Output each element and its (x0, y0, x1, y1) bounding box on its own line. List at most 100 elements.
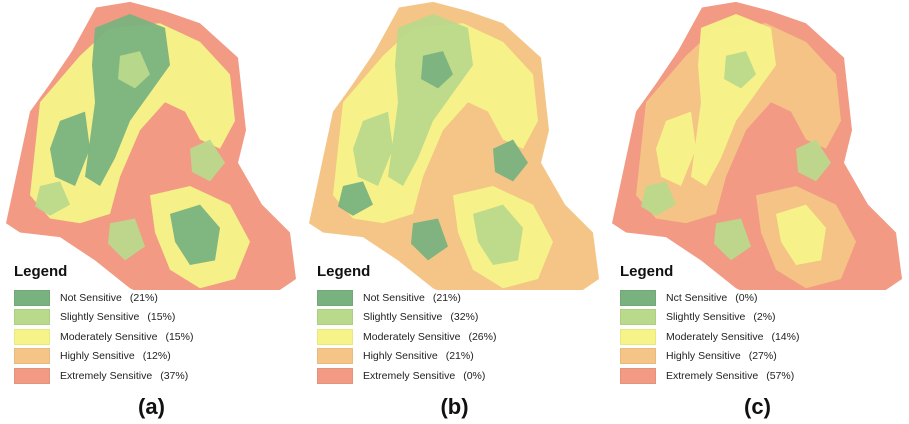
legend-label-name: Moderately Sensitive (666, 330, 764, 343)
legend-item: Slightly Sensitive (32%) (317, 308, 496, 328)
legend-label: Moderately Sensitive (15%) (60, 331, 193, 343)
map-region-slightly (388, 13, 473, 187)
legend-label-name: Extremely Sensitive (363, 369, 456, 382)
map-region-slightly (353, 111, 393, 187)
legend-swatch (14, 309, 50, 326)
legend-label-percent: (14%) (771, 330, 800, 343)
map-panel-b: Legend Not Sensitive (21%) Slightly Sensit… (303, 0, 606, 424)
map-panel-c: Legend Nct Sensitive (0%) Slightly Sensiti… (606, 0, 909, 424)
map-region-not (50, 111, 90, 187)
legend-label-name: Slightly Sensitive (60, 311, 140, 324)
legend-label: Highly Sensitive (27%) (666, 350, 777, 362)
legend-item: Highly Sensitive (27%) (620, 347, 799, 367)
legend-label-name: Extremely Sensitive (666, 369, 759, 382)
legend-item: Extremely Sensitive (57%) (620, 366, 799, 386)
legend-label-name: Slightly Sensitive (363, 311, 443, 324)
legend-label-percent: (26%) (468, 330, 497, 343)
legend-swatch (620, 367, 656, 384)
legend-label-name: Slightly Sensitive (666, 311, 746, 324)
legend-swatch (317, 289, 353, 306)
legend-label: Slightly Sensitive (15%) (60, 311, 175, 323)
legend-label-name: Highly Sensitive (363, 350, 438, 363)
legend-label-percent: (32%) (450, 311, 479, 324)
legend-label: Extremely Sensitive (37%) (60, 370, 188, 382)
map-region-slightly (108, 218, 145, 261)
legend-label-percent: (57%) (766, 369, 795, 382)
legend-label: Moderately Sensitive (26%) (363, 331, 496, 343)
legend-label-percent: (37%) (160, 369, 189, 382)
map-region-slightly (724, 51, 756, 89)
map-region-moderately (333, 23, 538, 224)
legend-label-name: Highly Sensitive (666, 350, 741, 363)
legend-a: Legend Not Sensitive (21%) Slightly Sensit… (14, 263, 193, 386)
legend-item: Moderately Sensitive (14%) (620, 327, 799, 347)
panel-caption-b: (b) (440, 394, 469, 419)
legend-label: Extremely Sensitive (57%) (666, 370, 794, 382)
map-region-not (85, 13, 170, 187)
map-region-moderately (691, 13, 776, 187)
legend-label-percent: (2%) (753, 311, 776, 324)
map-region-slightly (714, 218, 751, 261)
legend-label-name: Not Sensitive (363, 291, 425, 304)
legend-item: Not Sensitive (21%) (14, 288, 193, 308)
map-region-not (493, 139, 528, 182)
legend-label-percent: (0%) (735, 291, 758, 304)
legend-swatch (14, 367, 50, 384)
legend-item: Nct Sensitive (0%) (620, 288, 799, 308)
map-region-highly (636, 23, 841, 224)
legend-item: Moderately Sensitive (15%) (14, 327, 193, 347)
map-region-slightly (190, 139, 225, 182)
legend-label-percent: (12%) (142, 350, 171, 363)
legend-swatch (317, 328, 353, 345)
legend-label-name: Moderately Sensitive (60, 330, 158, 343)
legend-item: Moderately Sensitive (26%) (317, 327, 496, 347)
legend-label-percent: (21%) (129, 291, 158, 304)
legend-item: Extremely Sensitive (0%) (317, 366, 496, 386)
map-region-slightly (35, 181, 70, 216)
legend-item: Slightly Sensitive (15%) (14, 308, 193, 328)
legend-label: Moderately Sensitive (14%) (666, 331, 799, 343)
legend-label: Slightly Sensitive (32%) (363, 311, 478, 323)
legend-label: Nct Sensitive (0%) (666, 292, 757, 304)
sensitivity-map-a (6, 1, 296, 290)
legend-title: Legend (620, 263, 674, 280)
map-region-moderately (776, 204, 826, 266)
map-panel-a: Legend Not Sensitive (21%) Slightly Sensit… (0, 0, 303, 424)
legend-label-percent: (0%) (463, 369, 486, 382)
legend-c: Legend Nct Sensitive (0%) Slightly Sensiti… (620, 263, 799, 386)
map-region-not (338, 181, 373, 216)
legend-label: Extremely Sensitive (0%) (363, 370, 485, 382)
map-region-not (411, 218, 448, 261)
legend-swatch (620, 348, 656, 365)
panel-caption-a: (a) (138, 394, 165, 419)
map-region-slightly (473, 204, 523, 266)
legend-title: Legend (317, 263, 371, 280)
map-region-not (421, 51, 453, 89)
legend-label: Not Sensitive (21%) (363, 292, 461, 304)
legend-swatch (620, 289, 656, 306)
map-region-not (170, 204, 220, 266)
legend-label-percent: (21%) (445, 350, 474, 363)
legend-item: Highly Sensitive (12%) (14, 347, 193, 367)
map-region-moderately (656, 111, 696, 187)
legend-label-name: Highly Sensitive (60, 350, 135, 363)
legend-item: Extremely Sensitive (37%) (14, 366, 193, 386)
legend-label-name: Not Sensitive (60, 291, 122, 304)
legend-swatch (14, 348, 50, 365)
legend-label: Highly Sensitive (21%) (363, 350, 474, 362)
legend-item: Not Sensitive (21%) (317, 288, 496, 308)
panel-caption-c: (c) (744, 394, 771, 419)
legend-swatch (14, 289, 50, 306)
legend-label-percent: (21%) (432, 291, 461, 304)
sensitivity-map-c (612, 1, 902, 290)
legend-swatch (317, 348, 353, 365)
legend-title: Legend (14, 263, 68, 280)
legend-label-percent: (27%) (748, 350, 777, 363)
map-region-slightly (118, 51, 150, 89)
legend-label-name: Nct Sensitive (666, 291, 728, 304)
legend-label: Highly Sensitive (12%) (60, 350, 171, 362)
map-region-slightly (796, 139, 831, 182)
map-region-slightly (641, 181, 676, 216)
legend-label-name: Moderately Sensitive (363, 330, 461, 343)
map-region-moderately (30, 23, 235, 224)
